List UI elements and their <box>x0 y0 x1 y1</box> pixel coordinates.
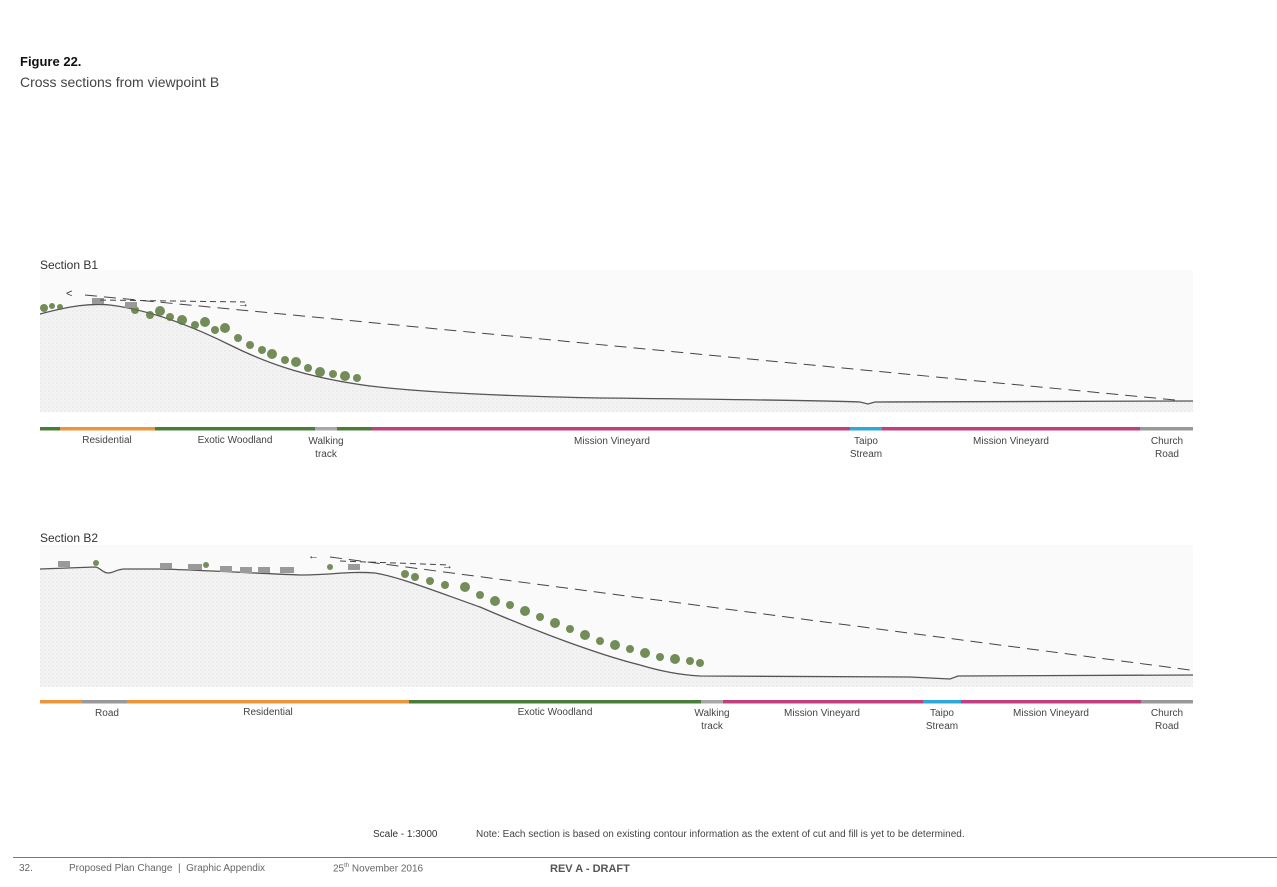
b1-label-taipo-stream: Taipo Stream <box>849 436 883 460</box>
figure-caption: Cross sections from viewpoint B <box>20 74 220 90</box>
footer-revision: REV A - DRAFT <box>550 863 630 875</box>
footer-date-suffix: th <box>344 863 350 869</box>
figure-label: Figure 22. <box>20 54 82 69</box>
section-b2-landuse-bar <box>40 700 1193 704</box>
section-b2-houses <box>58 561 360 573</box>
section-b1-diagram: < → <box>39 270 1194 431</box>
b2-label-vineyard-1: Mission Vineyard <box>784 708 860 719</box>
section-b2-ground-line <box>39 566 1194 680</box>
section-b2-trees <box>93 560 704 667</box>
section-b1-arrow-right-icon: → <box>238 298 249 310</box>
footer-document-title: Proposed Plan Change | Graphic Appendix <box>69 863 266 874</box>
section-b1-trees <box>40 303 361 382</box>
section-b2-diagram: ← → <box>39 545 1194 704</box>
section-b1-ground-line <box>39 303 1194 405</box>
b2-label-taipo-stream: Taipo Stream <box>925 708 959 732</box>
section-b1-ground <box>40 304 1193 412</box>
b1-label-vineyard-1: Mission Vineyard <box>574 436 650 447</box>
section-b2-sightline <box>329 556 1191 671</box>
section-b1-houses <box>92 298 137 308</box>
section-b1-view-arrow-line <box>99 299 246 303</box>
section-b1-arrow-left-icon: < <box>66 288 72 300</box>
b1-label-residential: Residential <box>82 435 132 446</box>
b2-label-road: Road <box>95 708 119 719</box>
footer-date-rest: November 2016 <box>349 863 424 875</box>
b2-label-walking-track: Walking track <box>694 708 730 732</box>
b2-label-woodland: Exotic Woodland <box>517 707 593 718</box>
section-b2-arrow-left-icon: ← <box>308 550 319 562</box>
scale-label: Scale - 1:3000 <box>373 829 438 840</box>
b1-label-walking-track: Walking track <box>308 436 344 460</box>
section-b2-view-arrow-line <box>339 560 451 566</box>
b2-label-church-road: Church Road <box>1150 708 1184 732</box>
section-b2-arrow-right-icon: → <box>442 560 453 572</box>
contour-note: Note: Each section is based on existing … <box>476 829 965 840</box>
footer-page-number: 32. <box>19 863 33 874</box>
footer-date: 25th November 2016 <box>333 863 423 874</box>
footer-rule <box>13 857 1277 858</box>
b1-label-woodland: Exotic Woodland <box>197 435 273 446</box>
b1-label-vineyard-2: Mission Vineyard <box>973 436 1049 447</box>
footer-date-day: 25 <box>333 863 345 875</box>
section-b2-title: Section B2 <box>40 531 99 545</box>
b2-label-vineyard-2: Mission Vineyard <box>1013 708 1089 719</box>
section-b1-title: Section B1 <box>40 258 99 272</box>
section-b1-sightline <box>84 294 1176 401</box>
section-b1-landuse-bar <box>40 427 1193 431</box>
b1-label-church-road: Church Road <box>1150 436 1184 460</box>
section-b2-ground <box>40 567 1193 687</box>
b2-label-residential: Residential <box>243 707 293 718</box>
